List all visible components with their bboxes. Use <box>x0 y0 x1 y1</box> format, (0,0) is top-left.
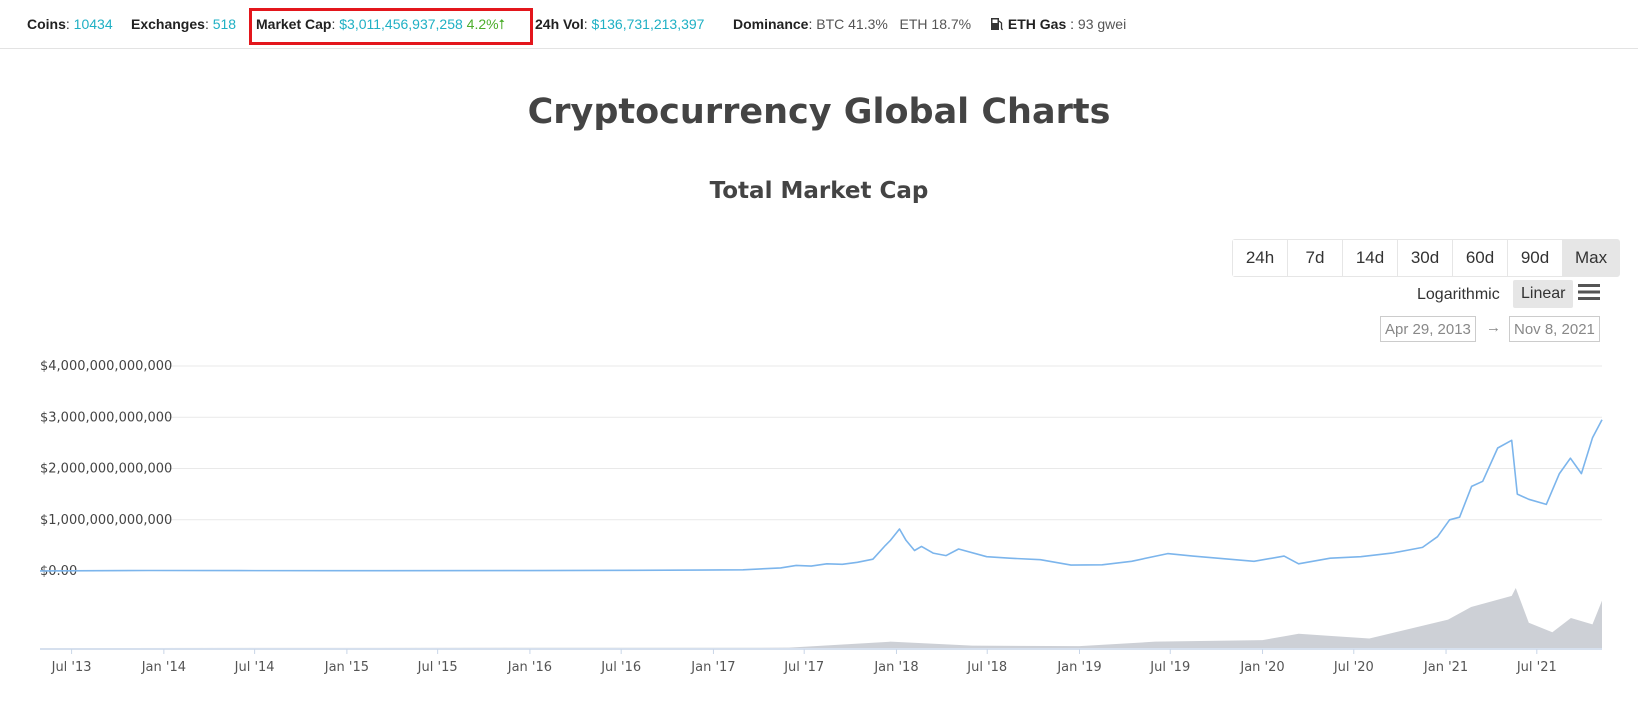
volume-stat: 24h Vol: $136,731,213,397 <box>535 16 705 32</box>
coins-value-link[interactable]: 10434 <box>73 16 113 32</box>
chart-grid <box>165 365 1602 521</box>
date-range-arrow: → <box>1486 319 1501 336</box>
exchanges-label: Exchanges <box>131 16 205 32</box>
x-tick-label: Jul '19 <box>1149 660 1190 675</box>
range-button-7d[interactable]: 7d <box>1288 240 1343 276</box>
dominance-eth-link[interactable]: ETH 18.7% <box>899 16 972 32</box>
coins-stat: Coins: 10434 <box>27 16 113 32</box>
exchanges-value-link[interactable]: 518 <box>212 16 237 32</box>
x-tick-label: Jan '19 <box>1056 660 1101 675</box>
market-cap-chart: $4,000,000,000,000 $3,000,000,000,000 $2,0… <box>39 360 1603 675</box>
market-cap-series <box>39 419 1603 572</box>
range-button-90d[interactable]: 90d <box>1508 240 1563 276</box>
x-tick-label: Jul '20 <box>1333 660 1374 675</box>
y-tick-label: $2,000,000,000,000 <box>40 462 172 477</box>
eth-gas-value: 93 gwei <box>1077 16 1127 32</box>
coins-label: Coins <box>27 16 66 32</box>
market-cap-label: Market Cap <box>256 16 332 32</box>
y-tick-label: $4,000,000,000,000 <box>40 360 172 374</box>
chart-title: Total Market Cap <box>709 178 929 204</box>
y-tick-label: $1,000,000,000,000 <box>40 513 172 528</box>
x-tick-label: Jan '21 <box>1423 660 1468 675</box>
market-cap-highlight <box>249 8 533 45</box>
x-tick-label: Jul '13 <box>51 660 92 675</box>
market-cap-change: 4.2% <box>466 16 499 32</box>
range-button-24h[interactable]: 24h <box>1233 240 1288 276</box>
x-axis: Jul '13 Jan '14 Jul '14 Jan '15 Jul '15 Jan '… <box>40 648 1602 675</box>
x-tick-label: Jul '14 <box>234 660 275 675</box>
x-tick-label: Jan '20 <box>1239 660 1284 675</box>
menu-icon[interactable] <box>1578 283 1600 301</box>
market-cap-value-link[interactable]: $3,011,456,937,258 <box>339 16 463 32</box>
date-from-input[interactable]: Apr 29, 2013 <box>1380 316 1476 342</box>
range-button-30d[interactable]: 30d <box>1398 240 1453 276</box>
x-tick-label: Jan '14 <box>141 660 186 675</box>
eth-gas-label: ETH Gas <box>1007 16 1067 32</box>
y-axis-labels: $4,000,000,000,000 $3,000,000,000,000 $2,0… <box>40 360 172 579</box>
x-tick-label: Jul '18 <box>966 660 1007 675</box>
linear-scale-button[interactable]: Linear <box>1513 280 1574 308</box>
arrow-up-icon: ⭡ <box>498 16 506 32</box>
x-tick-label: Jan '16 <box>507 660 552 675</box>
eth-gas-stat[interactable]: ETH Gas : 93 gwei <box>990 16 1126 32</box>
market-cap-stat: Market Cap: $3,011,456,937,258 4.2%⭡ <box>256 16 506 32</box>
exchanges-stat: Exchanges: 518 <box>131 16 237 32</box>
y-tick-label: $3,000,000,000,000 <box>40 410 172 425</box>
range-selector: 24h 7d 14d 30d 60d 90d Max <box>1232 239 1621 277</box>
volume-series <box>40 588 1602 648</box>
x-tick-label: Jul '17 <box>783 660 824 675</box>
logarithmic-scale-button[interactable]: Logarithmic <box>1417 286 1500 303</box>
date-to-input[interactable]: Nov 8, 2021 <box>1509 316 1600 342</box>
volume-value-link[interactable]: $136,731,213,397 <box>591 16 705 32</box>
market-cap-line[interactable] <box>39 419 1603 572</box>
x-tick-label: Jan '17 <box>690 660 735 675</box>
x-tick-label: Jul '21 <box>1516 660 1557 675</box>
dominance-label: Dominance <box>733 16 809 32</box>
range-button-max[interactable]: Max <box>1563 240 1620 276</box>
volume-area <box>40 588 1602 648</box>
range-button-14d[interactable]: 14d <box>1343 240 1398 276</box>
dominance-stat: Dominance: BTC 41.3% ETH 18.7% <box>733 16 972 32</box>
x-tick-label: Jul '15 <box>417 660 458 675</box>
range-button-60d[interactable]: 60d <box>1453 240 1508 276</box>
volume-label: 24h Vol <box>535 16 584 32</box>
global-stats-bar: Coins: 10434 Exchanges: 518 Market Cap: … <box>0 0 1638 49</box>
x-tick-label: Jan '15 <box>324 660 369 675</box>
gas-pump-icon <box>991 18 1003 31</box>
x-tick-label: Jul '16 <box>600 660 641 675</box>
page-title: Cryptocurrency Global Charts <box>527 92 1111 132</box>
x-tick-label: Jan '18 <box>873 660 918 675</box>
dominance-btc-link[interactable]: BTC 41.3% <box>816 16 888 32</box>
